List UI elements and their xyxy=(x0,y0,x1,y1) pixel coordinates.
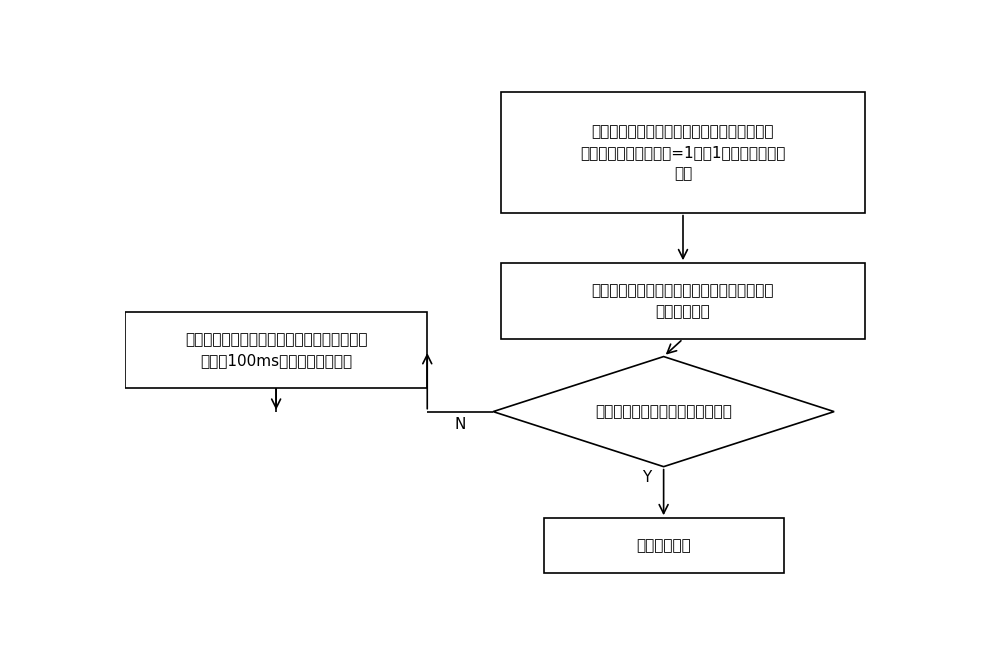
Bar xyxy=(125,313,427,388)
Text: 远程监控终端通过获取车辆状态，并通过蓝牙
返回至换电站: 远程监控终端通过获取车辆状态，并通过蓝牙 返回至换电站 xyxy=(592,283,774,319)
Bar xyxy=(501,92,865,213)
Bar xyxy=(544,518,784,573)
Text: 换电站判断车辆满足换电准备条件: 换电站判断车辆满足换电准备条件 xyxy=(595,404,732,419)
Text: Y: Y xyxy=(642,470,651,485)
Text: 车辆进入闸门，驶入位槽，换电站向远程监控
终端发送换电进程状态=1（置1表示准备换电状
态）: 车辆进入闸门，驶入位槽，换电站向远程监控 终端发送换电进程状态=1（置1表示准备… xyxy=(580,124,786,181)
Polygon shape xyxy=(493,356,834,467)
Text: 换电准备完成: 换电准备完成 xyxy=(636,538,691,553)
Text: N: N xyxy=(454,417,466,432)
Bar xyxy=(501,263,865,339)
Text: 换电站语音播报，通知现场人工处理，同时换
电站以100ms周期读取车辆状态: 换电站语音播报，通知现场人工处理，同时换 电站以100ms周期读取车辆状态 xyxy=(185,332,367,368)
